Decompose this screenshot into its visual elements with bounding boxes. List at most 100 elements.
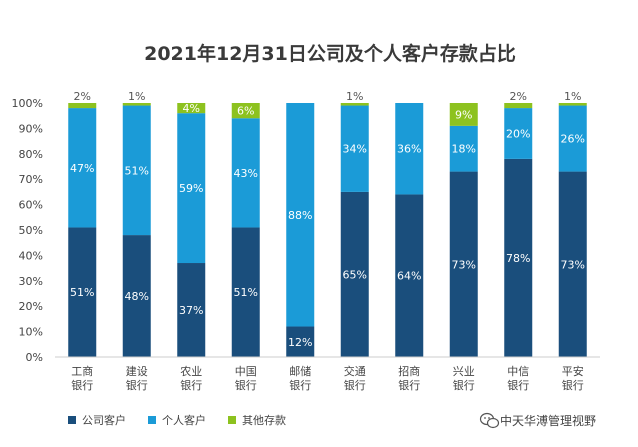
legend-swatch	[228, 416, 236, 424]
x-tick-label: 工商	[71, 364, 93, 378]
legend: 公司客户 个人客户 其他存款	[68, 413, 286, 427]
legend-swatch	[68, 416, 76, 424]
bar-data-label: 59%	[179, 182, 203, 195]
x-tick-label: 银行	[235, 378, 257, 392]
bar-segment	[558, 103, 587, 106]
x-tick-label: 中信	[507, 365, 529, 378]
bar-segment	[122, 235, 151, 357]
bar-segment	[340, 103, 369, 106]
x-tick-label: 银行	[562, 378, 584, 392]
bar-data-label: 64%	[397, 270, 421, 283]
bar-segment	[504, 158, 533, 357]
bar-segment	[177, 103, 206, 114]
bar-data-label: 20%	[506, 127, 530, 140]
y-tick-label: 10%	[19, 326, 43, 339]
bar-segment	[231, 103, 260, 119]
bar-segment	[122, 105, 151, 236]
x-tick-label: 中国	[235, 365, 257, 378]
y-tick-label: 20%	[19, 300, 43, 313]
bar-segment	[231, 227, 260, 357]
bar-segment	[504, 103, 533, 109]
bar-data-label: 47%	[70, 162, 94, 175]
bar-data-label: 26%	[561, 133, 585, 146]
bar-segment	[558, 171, 587, 357]
bar-data-label: 1%	[564, 90, 581, 103]
bar-segment	[449, 103, 478, 126]
bar-segment	[68, 227, 97, 357]
bar-data-label: 2%	[74, 90, 91, 103]
y-tick-label: 100%	[12, 97, 43, 110]
chart-title: 2021年12月31日公司及个人客户存款占比	[144, 42, 516, 65]
bar-segment	[340, 191, 369, 357]
bar-data-label: 9%	[455, 108, 472, 121]
bar-data-label: 88%	[288, 209, 312, 222]
legend-swatch	[148, 416, 156, 424]
bar-data-label: 48%	[125, 290, 149, 303]
plot-area: 51% 47% 2% 48% 51% 1% 37% 59% 4% 51% 43% 6% 12% 88% 65…	[68, 90, 587, 357]
bar-segment	[286, 326, 315, 357]
bar-segment	[177, 113, 206, 264]
bar-segment	[395, 194, 424, 357]
y-tick-label: 90%	[19, 122, 43, 135]
x-tick-label: 招商	[398, 364, 420, 378]
bar-segment	[449, 125, 478, 172]
bar-segment	[395, 103, 424, 195]
bar-data-label: 51%	[70, 286, 94, 299]
bar-data-label: 34%	[343, 143, 367, 156]
bar-data-label: 78%	[506, 252, 530, 265]
bar-segment	[504, 108, 533, 159]
bar-segment	[177, 263, 206, 357]
bar-segment	[122, 103, 151, 106]
legend-label: 公司客户	[82, 413, 126, 427]
wechat-icon	[479, 412, 500, 429]
bar-segment	[68, 103, 97, 109]
bar-segment	[449, 171, 478, 357]
x-tick-label: 建设	[126, 364, 148, 378]
bar-segment	[286, 103, 315, 327]
y-axis: 0% 10% 20% 30% 40% 50% 60% 70% 80% 90% 100%	[12, 97, 43, 364]
bar-data-label: 1%	[128, 90, 145, 103]
legend-label: 个人客户	[162, 413, 206, 427]
bar-data-label: 37%	[179, 304, 203, 317]
bar-data-label: 73%	[561, 258, 585, 271]
bar-segment	[68, 108, 97, 228]
y-tick-label: 60%	[19, 199, 43, 212]
y-tick-label: 40%	[19, 249, 43, 262]
legend-label: 其他存款	[242, 413, 286, 427]
x-tick-label: 银行	[126, 378, 148, 392]
bar-data-label: 6%	[237, 105, 254, 118]
x-tick-label: 农业	[180, 364, 202, 378]
bar-segment	[231, 118, 260, 228]
x-tick-label: 银行	[398, 378, 420, 392]
bar-data-label: 51%	[125, 164, 149, 177]
x-tick-label: 兴业	[453, 365, 475, 378]
bar-data-label: 36%	[397, 143, 421, 156]
x-tick-label: 银行	[344, 378, 366, 392]
bar-data-label: 12%	[288, 336, 312, 349]
x-tick-label: 银行	[71, 378, 93, 392]
y-tick-label: 50%	[19, 224, 43, 237]
x-tick-label: 交通	[344, 364, 366, 378]
bar-data-label: 51%	[234, 286, 258, 299]
bar-data-label: 2%	[510, 90, 527, 103]
y-tick-label: 0%	[26, 351, 43, 364]
watermark-text: 中天华溥管理视野	[500, 413, 596, 428]
bar-data-label: 4%	[183, 102, 200, 115]
x-tick-label: 银行	[507, 378, 529, 392]
y-tick-label: 80%	[19, 148, 43, 161]
x-tick-label: 银行	[289, 378, 311, 392]
y-tick-label: 70%	[19, 173, 43, 186]
bar-data-label: 18%	[452, 143, 476, 156]
bar-data-label: 65%	[343, 268, 367, 281]
bar-segment	[558, 105, 587, 172]
watermark: 中天华溥管理视野	[479, 412, 596, 429]
bar-segment	[340, 105, 369, 192]
y-tick-label: 30%	[19, 275, 43, 288]
bar-data-label: 43%	[234, 167, 258, 180]
x-tick-label: 平安	[562, 364, 584, 378]
x-tick-label: 邮储	[289, 364, 311, 378]
x-tick-label: 银行	[180, 378, 202, 392]
